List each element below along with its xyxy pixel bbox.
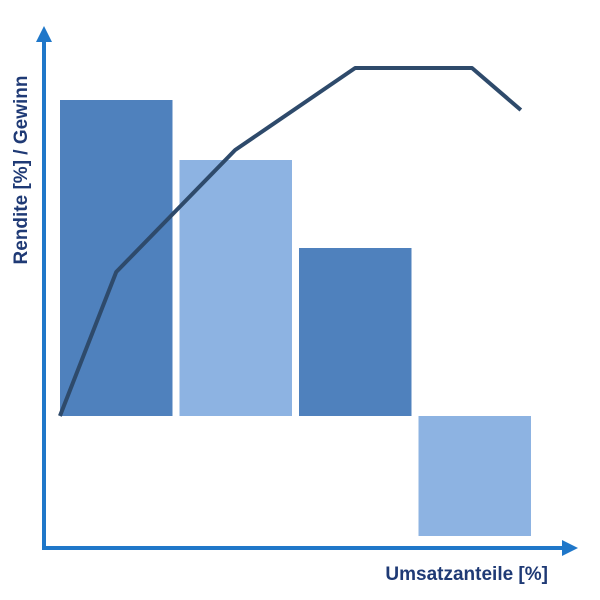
bar [418, 416, 531, 536]
plot-area [58, 66, 531, 536]
y-axis-label: Rendite [%] / Gewinn [11, 76, 32, 265]
line [58, 66, 523, 417]
bar [299, 248, 412, 416]
x-axis-label: Umsatzanteile [%] [385, 564, 548, 585]
bar [179, 160, 292, 416]
